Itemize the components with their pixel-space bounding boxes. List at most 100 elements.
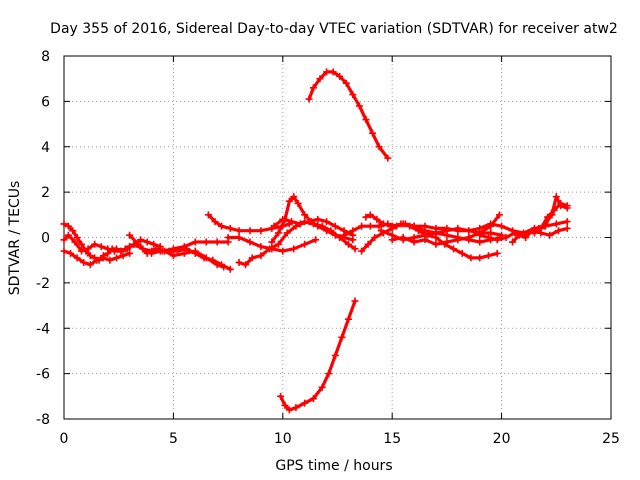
series-arc-13 (277, 297, 359, 414)
data-point (364, 240, 372, 248)
data-point (246, 227, 254, 235)
data-point (91, 240, 99, 248)
y-tick-label: -6 (36, 367, 50, 383)
data-point (342, 79, 350, 87)
data-point (64, 231, 72, 239)
x-tick-label: 10 (274, 431, 292, 447)
data-point (290, 245, 298, 253)
data-point (487, 222, 495, 230)
data-point (375, 143, 383, 151)
data-point (498, 222, 506, 230)
x-tick-label: 5 (169, 431, 178, 447)
data-point (550, 206, 558, 214)
y-tick-label: -4 (36, 321, 50, 337)
data-point (242, 261, 250, 269)
data-point (318, 383, 326, 391)
data-point (349, 91, 357, 99)
data-point (246, 238, 254, 246)
chart-title: Day 355 of 2016, Sidereal Day-to-day VTE… (50, 21, 618, 37)
x-tick-label: 15 (383, 431, 401, 447)
data-point (191, 249, 199, 257)
data-point (285, 406, 293, 414)
data-point (563, 224, 571, 232)
data-point (493, 236, 501, 244)
data-point (279, 247, 287, 255)
data-point (156, 247, 164, 255)
data-point (331, 231, 339, 239)
data-point (248, 254, 256, 262)
data-point (325, 370, 333, 378)
data-point (60, 247, 68, 255)
data-point (148, 249, 156, 257)
series-line (62, 233, 162, 253)
data-point (351, 297, 359, 305)
data-point (476, 231, 484, 239)
data-point (410, 222, 418, 230)
series-arc-18 (377, 227, 506, 246)
data-point (384, 154, 392, 162)
data-point (235, 234, 243, 241)
data-point (563, 202, 571, 210)
data-point (366, 211, 374, 219)
series-line (272, 217, 355, 237)
data-point (257, 243, 265, 251)
data-point (84, 245, 92, 253)
data-point (119, 252, 127, 260)
data-point (432, 240, 440, 248)
data-point (71, 238, 79, 246)
data-point (117, 247, 125, 255)
data-point (64, 222, 72, 230)
data-point (522, 234, 530, 241)
y-tick-label: 0 (41, 231, 50, 247)
data-point (67, 249, 75, 257)
series-arc-11 (270, 215, 357, 239)
data-point (323, 218, 331, 226)
data-point (60, 220, 68, 228)
data-point (126, 231, 134, 239)
data-point (340, 231, 348, 239)
data-point (552, 220, 560, 228)
data-point (351, 245, 359, 253)
grid (64, 56, 611, 419)
y-tick-label: 4 (41, 140, 50, 156)
data-point (126, 243, 134, 251)
y-tick-label: 6 (41, 94, 50, 110)
data-point (443, 238, 451, 246)
data-point (97, 243, 105, 251)
data-point (183, 245, 191, 253)
data-point (331, 222, 339, 230)
y-tick-label: 2 (41, 185, 50, 201)
data-point (200, 254, 208, 262)
data-point (305, 95, 313, 103)
data-point (292, 404, 300, 412)
data-point (552, 193, 560, 201)
data-point (379, 220, 387, 228)
series-arc-3 (60, 231, 164, 255)
data-point (502, 234, 510, 241)
data-point (126, 249, 134, 257)
series-line (279, 299, 357, 412)
data-point (301, 211, 309, 219)
data-point (355, 102, 363, 110)
data-point (563, 218, 571, 226)
data-point (285, 197, 293, 205)
data-point (511, 229, 519, 237)
data-point (449, 245, 457, 253)
data-point (281, 401, 289, 409)
data-point (432, 229, 440, 237)
data-point (235, 258, 243, 266)
data-point (344, 240, 352, 248)
data-point (224, 234, 232, 241)
data-point (218, 222, 226, 230)
data-point (349, 227, 357, 235)
data-point (80, 258, 88, 266)
data-point (465, 227, 473, 235)
series-arc-21 (530, 199, 571, 237)
y-tick-label: 8 (41, 49, 50, 65)
x-tick-label: 25 (602, 431, 620, 447)
data-point (60, 236, 68, 244)
series-arc-12 (305, 68, 392, 162)
data-point (202, 238, 210, 246)
data-point (336, 72, 344, 80)
data-point (329, 68, 337, 76)
